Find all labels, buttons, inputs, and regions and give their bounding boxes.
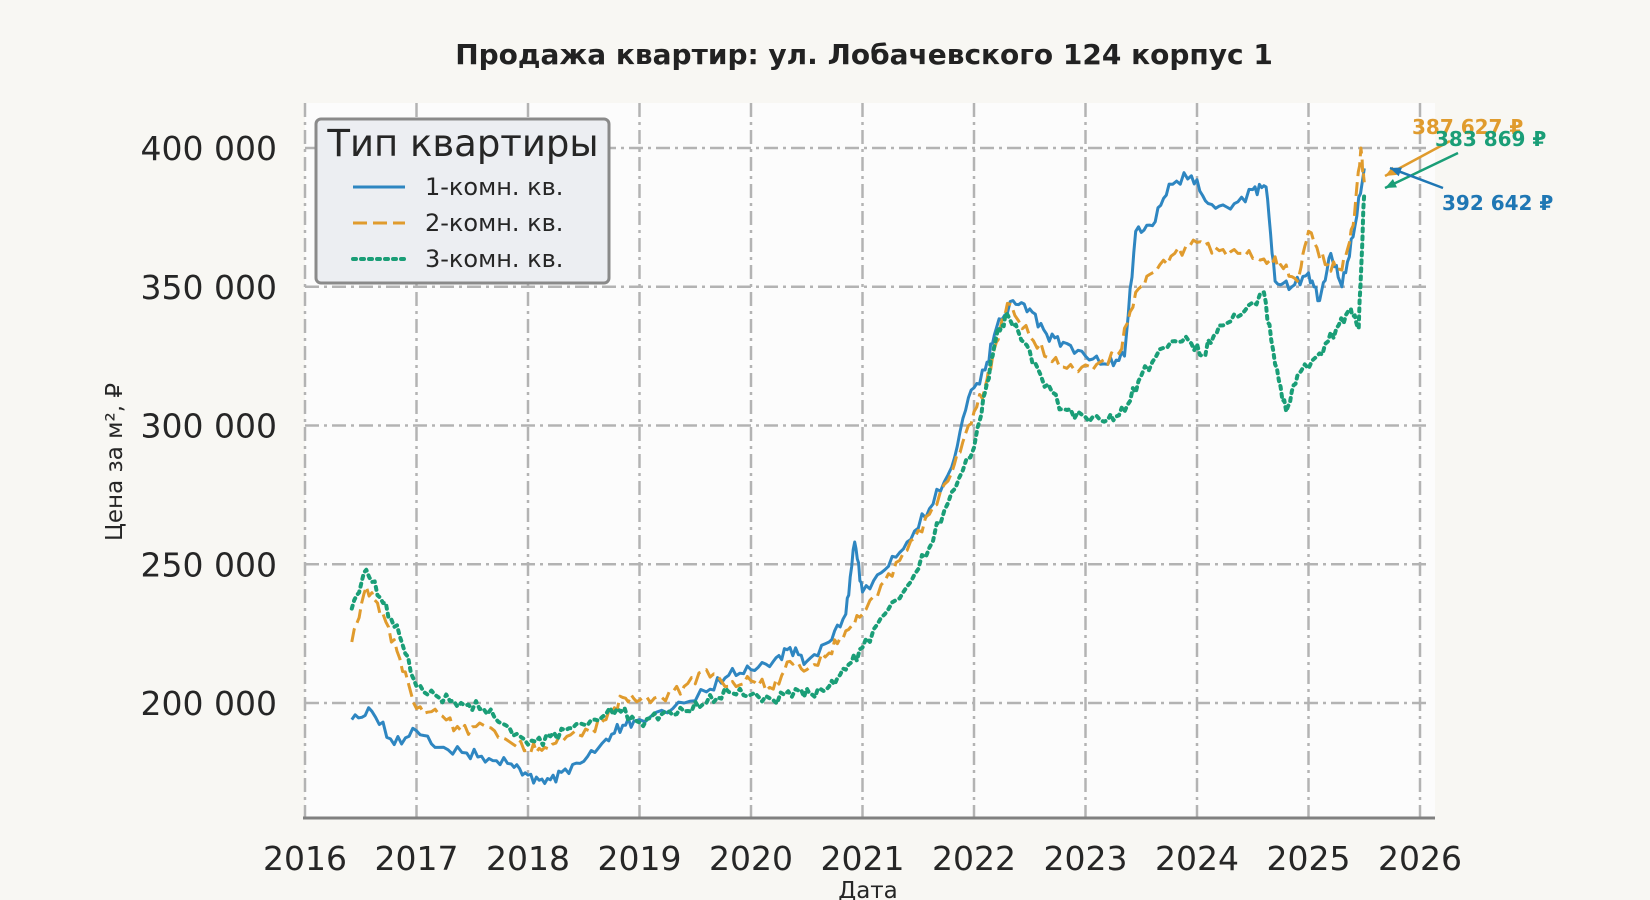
y-axis-label: Цена за м², ₽ bbox=[102, 383, 128, 541]
annotation-label: 383 869 ₽ bbox=[1435, 127, 1546, 151]
chart-title: Продажа квартир: ул. Лобачевского 124 ко… bbox=[455, 38, 1273, 71]
legend-label: 3-комн. кв. bbox=[425, 245, 563, 273]
series-lines bbox=[349, 146, 1367, 785]
legend: Тип квартиры 1-комн. кв. 2-комн. кв. 3-ком… bbox=[314, 117, 611, 285]
y-tick-label: 400 000 bbox=[141, 129, 277, 168]
y-tick-label: 350 000 bbox=[141, 268, 277, 307]
x-tick-label: 2023 bbox=[1044, 839, 1128, 878]
annotation-label: 392 642 ₽ bbox=[1442, 191, 1553, 215]
x-axis-label: Дата bbox=[838, 878, 898, 900]
legend-label: 2-комн. кв. bbox=[425, 209, 563, 237]
series-line-1 bbox=[350, 168, 1366, 785]
annotation-arrowhead bbox=[1390, 167, 1402, 177]
x-tick-label: 2026 bbox=[1378, 839, 1462, 878]
legend-label: 1-комн. кв. bbox=[425, 173, 563, 201]
x-tick-label: 2019 bbox=[598, 839, 682, 878]
y-tick-label: 200 000 bbox=[141, 684, 277, 723]
x-tick-label: 2016 bbox=[263, 839, 347, 878]
series-line-3 bbox=[349, 190, 1367, 748]
x-tick-label: 2024 bbox=[1155, 839, 1239, 878]
x-tick-label: 2020 bbox=[709, 839, 793, 878]
annotation-arrow bbox=[1384, 151, 1459, 190]
x-tick-label: 2017 bbox=[375, 839, 459, 878]
legend-title: Тип квартиры bbox=[326, 122, 598, 165]
legend-items: 1-комн. кв. 2-комн. кв. 3-комн. кв. bbox=[351, 173, 563, 273]
x-tick-label: 2021 bbox=[821, 839, 905, 878]
x-tick-label: 2018 bbox=[486, 839, 570, 878]
end-annotations: 387 627 ₽383 869 ₽ 392 642 ₽ bbox=[1384, 115, 1553, 215]
x-tick-labels: 2016 2017 2018 2019 2020 2021 2022 2023 2024 2025… bbox=[263, 839, 1462, 878]
x-tick-label: 2022 bbox=[932, 839, 1016, 878]
x-tick-label: 2025 bbox=[1267, 839, 1351, 878]
y-tick-label: 300 000 bbox=[141, 407, 277, 446]
annotation-label: 387 627 ₽ bbox=[1412, 115, 1523, 139]
annotation-arrowhead bbox=[1385, 179, 1397, 188]
legend-box bbox=[314, 117, 611, 285]
y-tick-labels: 200 000 250 000 300 000 350 000 400 000 bbox=[141, 129, 277, 723]
annotation-arrowhead bbox=[1385, 166, 1397, 176]
y-tick-label: 250 000 bbox=[141, 545, 277, 584]
